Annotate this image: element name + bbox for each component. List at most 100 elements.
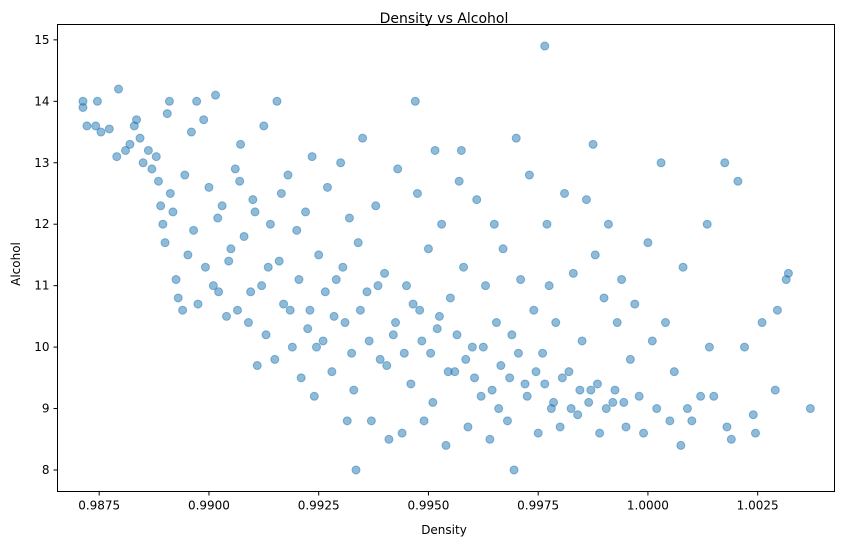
data-point bbox=[412, 188, 422, 198]
data-point bbox=[461, 354, 471, 364]
data-point bbox=[423, 244, 433, 254]
data-point bbox=[230, 164, 240, 174]
data-point bbox=[327, 367, 337, 377]
data-point bbox=[485, 434, 495, 444]
data-point bbox=[430, 145, 440, 155]
data-point bbox=[147, 164, 157, 174]
data-point bbox=[261, 330, 271, 340]
data-point bbox=[192, 96, 202, 106]
data-point bbox=[584, 397, 594, 407]
data-point bbox=[224, 256, 234, 266]
data-point bbox=[516, 275, 526, 285]
data-point bbox=[577, 336, 587, 346]
data-point bbox=[199, 115, 209, 125]
data-point bbox=[213, 213, 223, 223]
data-point bbox=[608, 397, 618, 407]
data-point bbox=[305, 305, 315, 315]
data-point bbox=[338, 262, 348, 272]
data-point bbox=[757, 318, 767, 328]
data-point bbox=[232, 305, 242, 315]
data-point bbox=[222, 311, 232, 321]
data-point bbox=[740, 342, 750, 352]
data-point bbox=[322, 182, 332, 192]
data-point bbox=[112, 152, 122, 162]
data-point bbox=[371, 201, 381, 211]
data-point bbox=[121, 145, 131, 155]
data-point bbox=[432, 324, 442, 334]
data-point bbox=[301, 207, 311, 217]
data-point bbox=[454, 176, 464, 186]
data-point bbox=[143, 145, 153, 155]
data-point bbox=[171, 275, 181, 285]
x-tick-label: 0.9950 bbox=[407, 499, 449, 513]
data-point bbox=[165, 188, 175, 198]
data-point bbox=[456, 145, 466, 155]
data-point bbox=[373, 281, 383, 291]
data-point bbox=[279, 299, 289, 309]
plot-frame bbox=[57, 24, 835, 492]
y-tick-label: 9 bbox=[42, 402, 50, 416]
data-point bbox=[538, 348, 548, 358]
data-point bbox=[180, 170, 190, 180]
data-point bbox=[770, 385, 780, 395]
data-point bbox=[595, 428, 605, 438]
data-point bbox=[783, 268, 793, 278]
data-point bbox=[178, 305, 188, 315]
data-point bbox=[318, 336, 328, 346]
data-point bbox=[307, 152, 317, 162]
x-tick-label: 1.0025 bbox=[737, 499, 779, 513]
data-point bbox=[158, 219, 168, 229]
data-point bbox=[619, 397, 629, 407]
data-point bbox=[540, 41, 550, 51]
data-point bbox=[472, 195, 482, 205]
data-point bbox=[709, 391, 719, 401]
data-point bbox=[588, 139, 598, 149]
data-point bbox=[375, 354, 385, 364]
data-point bbox=[156, 201, 166, 211]
data-point bbox=[750, 428, 760, 438]
data-point bbox=[634, 391, 644, 401]
data-point bbox=[630, 299, 640, 309]
data-point bbox=[391, 318, 401, 328]
data-point bbox=[200, 262, 210, 272]
data-point bbox=[647, 336, 657, 346]
data-point bbox=[173, 293, 183, 303]
data-point bbox=[138, 158, 148, 168]
data-point bbox=[312, 342, 321, 352]
data-point bbox=[314, 250, 324, 260]
data-point bbox=[243, 318, 253, 328]
data-point bbox=[78, 102, 88, 112]
y-tick-label: 15 bbox=[34, 33, 49, 47]
data-point bbox=[164, 96, 174, 106]
data-point bbox=[467, 342, 477, 352]
data-point bbox=[437, 219, 447, 229]
data-point bbox=[443, 367, 453, 377]
data-point bbox=[410, 96, 420, 106]
data-point bbox=[489, 219, 499, 229]
x-tick-label: 0.9900 bbox=[188, 499, 230, 513]
data-point bbox=[366, 416, 376, 426]
data-point bbox=[388, 330, 398, 340]
data-point bbox=[342, 416, 352, 426]
data-point bbox=[491, 318, 501, 328]
data-point bbox=[643, 238, 653, 248]
x-axis-label: Density bbox=[421, 523, 467, 537]
data-point bbox=[549, 397, 559, 407]
data-point bbox=[193, 299, 203, 309]
data-point bbox=[434, 311, 444, 321]
data-point bbox=[487, 385, 497, 395]
data-point bbox=[702, 219, 712, 229]
data-point bbox=[135, 133, 145, 143]
data-point bbox=[696, 391, 706, 401]
data-point bbox=[575, 385, 585, 395]
data-point bbox=[276, 188, 286, 198]
data-point bbox=[720, 158, 730, 168]
data-point bbox=[560, 188, 570, 198]
data-point bbox=[329, 311, 339, 321]
data-point bbox=[355, 305, 365, 315]
data-point bbox=[625, 354, 635, 364]
chart-title: Density vs Alcohol bbox=[380, 11, 509, 27]
data-point bbox=[428, 397, 438, 407]
data-point bbox=[160, 238, 170, 248]
data-point bbox=[676, 440, 686, 450]
